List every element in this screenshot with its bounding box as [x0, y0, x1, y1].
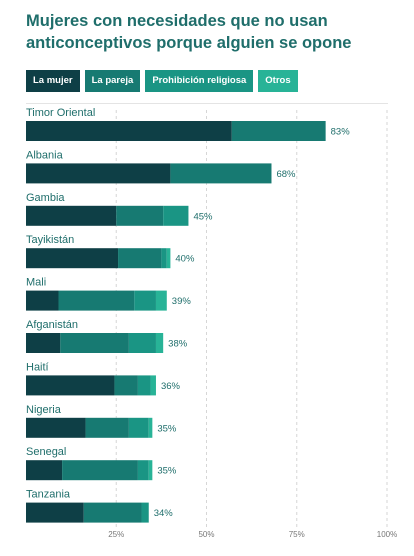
value-label: 36%	[161, 381, 181, 392]
legend-item-prohibicion-religiosa[interactable]: Prohibición religiosa	[145, 70, 254, 92]
x-tick-label: 25%	[108, 530, 124, 539]
bar-segment	[148, 460, 153, 481]
value-label: 45%	[193, 211, 213, 222]
value-label: 83%	[331, 127, 351, 138]
value-label: 34%	[154, 508, 174, 519]
bar-segment	[163, 205, 189, 226]
bar-segment	[155, 290, 167, 311]
category-label: Afganistán	[26, 319, 78, 331]
bar-segment	[26, 205, 117, 226]
value-label: 35%	[157, 423, 177, 434]
divider	[26, 103, 388, 104]
bar-segment	[26, 248, 119, 269]
legend-item-la-mujer[interactable]: La mujer	[26, 70, 80, 92]
x-tick-label: 100%	[377, 530, 397, 539]
bar-segment	[58, 290, 135, 311]
category-label: Mali	[26, 277, 46, 289]
category-label: Timor Oriental	[26, 107, 95, 119]
bar-segment	[85, 417, 129, 438]
bar-segment	[114, 375, 138, 396]
bar-segment	[128, 417, 149, 438]
bar-segment	[166, 248, 171, 269]
bar-segment	[155, 333, 164, 353]
bar-segment	[26, 163, 171, 184]
bar-segment	[26, 333, 61, 353]
bar-segment	[141, 502, 149, 523]
category-label: Nigeria	[26, 404, 62, 416]
bar-segment	[26, 375, 115, 396]
bar-segment	[118, 248, 162, 269]
bar-segment	[134, 290, 156, 311]
bar-segment	[83, 502, 142, 523]
bar-segment	[26, 290, 59, 311]
value-label: 40%	[175, 254, 195, 265]
category-label: Gambia	[26, 192, 65, 204]
bar-segment	[150, 375, 156, 396]
x-tick-label: 75%	[289, 530, 305, 539]
category-label: Tayikistán	[26, 234, 74, 246]
bar-segment	[128, 333, 156, 353]
bar-segment	[170, 163, 272, 184]
category-label: Haití	[26, 361, 49, 373]
value-label: 39%	[172, 296, 192, 307]
legend-item-otros[interactable]: Otros	[258, 70, 298, 92]
bar-segment	[26, 121, 232, 141]
x-tick-label: 50%	[198, 530, 214, 539]
bar-segment	[26, 417, 86, 438]
value-label: 68%	[276, 169, 296, 180]
bar-segment	[137, 460, 149, 481]
chart-title: Mujeres con necesidades que no usan anti…	[26, 12, 352, 52]
bar-segment	[231, 121, 326, 141]
bar-segment	[26, 502, 84, 523]
category-label: Tanzania	[26, 489, 71, 501]
value-label: 38%	[168, 339, 188, 350]
legend: La mujer La pareja Prohibición religiosa…	[26, 70, 298, 92]
bar-segment	[137, 375, 151, 396]
value-label: 35%	[157, 466, 177, 477]
bar-segment	[148, 417, 153, 438]
legend-item-la-pareja[interactable]: La pareja	[84, 70, 141, 92]
bar-segment	[60, 333, 129, 353]
category-label: Albania	[26, 149, 64, 161]
bar-segment	[62, 460, 138, 481]
bar-segment	[26, 460, 63, 481]
bar-segment	[116, 205, 164, 226]
category-label: Senegal	[26, 446, 66, 458]
bar-segment	[161, 248, 167, 269]
